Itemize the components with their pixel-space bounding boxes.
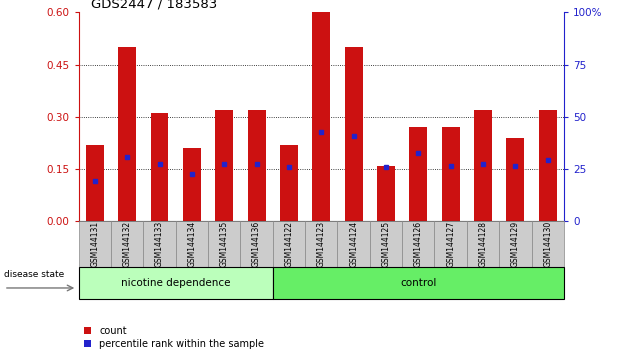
Text: GSM144126: GSM144126 [414,221,423,267]
Bar [215,110,233,221]
Text: disease state: disease state [4,270,64,279]
Bar [539,110,556,221]
Text: GSM144133: GSM144133 [155,221,164,267]
Bar [241,221,273,267]
Bar [208,221,241,267]
Text: GSM144124: GSM144124 [349,221,358,267]
Bar [305,221,338,267]
Text: GSM144123: GSM144123 [317,221,326,267]
Legend: count, percentile rank within the sample: count, percentile rank within the sample [84,326,264,349]
Bar [410,127,427,221]
Text: GSM144134: GSM144134 [188,221,197,267]
Bar [273,221,305,267]
Bar [144,221,176,267]
Bar [151,113,168,221]
Bar [474,110,492,221]
Text: GSM144136: GSM144136 [252,221,261,267]
Text: GSM144132: GSM144132 [123,221,132,267]
Bar [345,47,362,221]
Bar [118,47,136,221]
Bar [467,221,499,267]
Bar [532,221,564,267]
Text: GSM144129: GSM144129 [511,221,520,267]
Bar [280,145,298,221]
Bar [370,221,402,267]
Text: GSM144130: GSM144130 [543,221,552,267]
Text: GSM144135: GSM144135 [220,221,229,267]
Bar [435,221,467,267]
Text: control: control [400,278,437,288]
Text: GSM144125: GSM144125 [382,221,391,267]
Bar [176,221,208,267]
Bar [248,110,265,221]
Bar [499,221,532,267]
Bar [312,12,330,221]
Bar [377,166,395,221]
Text: GSM144122: GSM144122 [285,221,294,267]
Bar [79,267,273,299]
Text: GDS2447 / 183583: GDS2447 / 183583 [91,0,217,11]
Bar [273,267,564,299]
Bar [402,221,435,267]
Bar [338,221,370,267]
Bar [183,148,201,221]
Text: GSM144131: GSM144131 [91,221,100,267]
Text: GSM144128: GSM144128 [479,221,488,267]
Text: GSM144127: GSM144127 [446,221,455,267]
Bar [86,145,104,221]
Bar [79,221,111,267]
Text: nicotine dependence: nicotine dependence [121,278,231,288]
Bar [111,221,144,267]
Bar [442,127,459,221]
Bar [507,138,524,221]
